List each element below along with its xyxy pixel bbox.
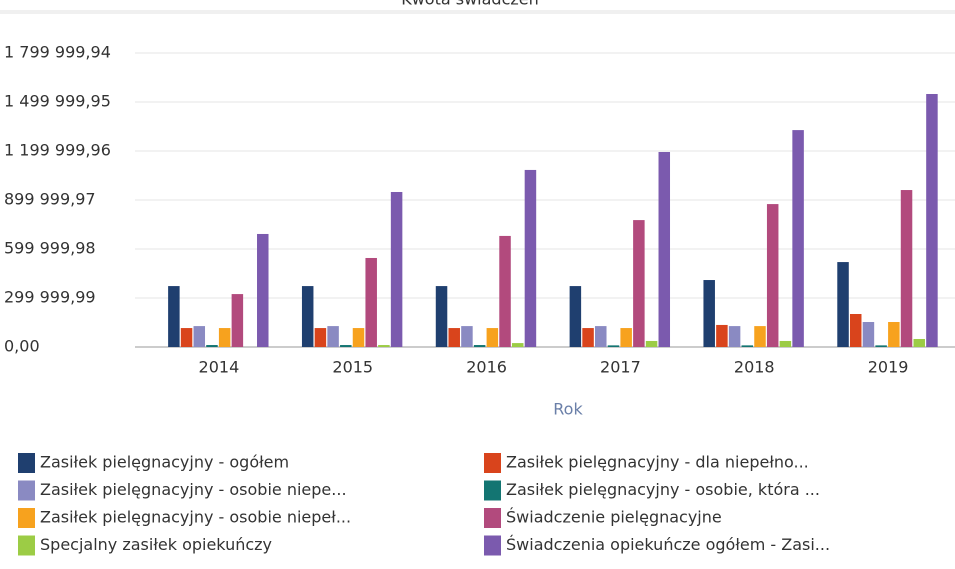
- legend-label: Zasiłek pielęgnacyjny - osobie niepe...: [40, 480, 347, 499]
- bar: [754, 326, 766, 347]
- y-tick-label: 1 799 999,94: [4, 43, 111, 62]
- bar: [645, 340, 658, 347]
- bar: [703, 280, 715, 347]
- y-tick-label: 1 199 999,96: [4, 141, 111, 160]
- y-tick-label: 0,00: [4, 337, 40, 356]
- bar: [352, 328, 365, 347]
- bar: [168, 286, 180, 347]
- bar: [595, 326, 607, 347]
- bar: [314, 328, 327, 347]
- legend-label: Świadczenie pielęgnacyjne: [506, 508, 722, 527]
- header-strip: [0, 10, 955, 14]
- legend-label: Zasiłek pielęgnacyjny - osobie niepeł...: [40, 508, 351, 527]
- bar: [849, 314, 862, 347]
- bar: [913, 338, 925, 347]
- legend-label: Specjalny zasiłek opiekuńczy: [40, 535, 272, 554]
- y-tick-label: 899 999,97: [4, 190, 96, 209]
- x-tick-label: 2015: [332, 358, 373, 377]
- bar: [633, 220, 645, 347]
- bar: [582, 328, 594, 347]
- x-tick-label: 2016: [466, 358, 507, 377]
- bar: [926, 93, 938, 347]
- legend-swatch: [18, 508, 35, 528]
- bar: [620, 328, 632, 347]
- legend-swatch: [484, 480, 501, 501]
- legend-label: Zasiłek pielęgnacyjny - osobie, która ..…: [506, 480, 820, 499]
- bar: [461, 326, 473, 347]
- legend-swatch: [18, 480, 35, 501]
- bar: [301, 286, 314, 347]
- bar: [473, 345, 486, 347]
- legend-label: Zasiłek pielęgnacyjny - ogółem: [40, 453, 289, 472]
- bar: [888, 322, 900, 347]
- bar: [658, 151, 671, 347]
- bar: [378, 345, 390, 347]
- bar: [390, 191, 403, 347]
- bar: [524, 169, 537, 347]
- legend-swatch: [484, 535, 501, 556]
- bar: [900, 190, 913, 347]
- x-tick-label: 2018: [734, 358, 775, 377]
- bar: [499, 235, 511, 347]
- legend-swatch: [18, 453, 35, 473]
- bar: [435, 286, 448, 347]
- bar: [257, 233, 269, 347]
- bar: [716, 324, 728, 347]
- bar: [340, 345, 352, 347]
- legend-swatch: [484, 508, 501, 528]
- x-axis-title: Rok: [553, 400, 583, 419]
- legend: Zasiłek pielęgnacyjny - ogółem Zasiłek pi…: [18, 453, 830, 556]
- y-tick-label: 1 499 999,95: [4, 92, 111, 111]
- bar: [193, 326, 206, 347]
- bar: [792, 130, 804, 347]
- bar: [231, 294, 244, 347]
- bar: [486, 328, 499, 347]
- bar: [728, 326, 741, 347]
- legend-swatch: [18, 535, 35, 556]
- x-tick-label: 2014: [199, 358, 240, 377]
- bar: [569, 286, 582, 347]
- bar: [327, 326, 339, 347]
- bar: [875, 345, 887, 347]
- y-tick-label: 599 999,98: [4, 239, 96, 258]
- bar: [766, 204, 779, 347]
- bar: [862, 322, 875, 347]
- legend-label: Świadczenia opiekuńcze ogółem - Zasi...: [506, 535, 830, 554]
- bar: [180, 328, 193, 347]
- bar: [365, 257, 377, 347]
- bar: [206, 345, 218, 347]
- bar: [218, 328, 231, 347]
- legend-label: Zasiłek pielęgnacyjny - dla niepełno...: [506, 453, 809, 472]
- bar: [511, 343, 524, 347]
- bar: [779, 340, 792, 347]
- bar: [837, 262, 849, 347]
- chart-title: Kwota świadczeń: [401, 0, 539, 9]
- x-tick-label: 2017: [600, 358, 641, 377]
- bar: [448, 328, 460, 347]
- bar: [741, 345, 754, 347]
- bar: [607, 345, 620, 347]
- y-tick-label: 299 999,99: [4, 288, 96, 307]
- x-tick-label: 2019: [868, 358, 909, 377]
- legend-swatch: [484, 453, 501, 473]
